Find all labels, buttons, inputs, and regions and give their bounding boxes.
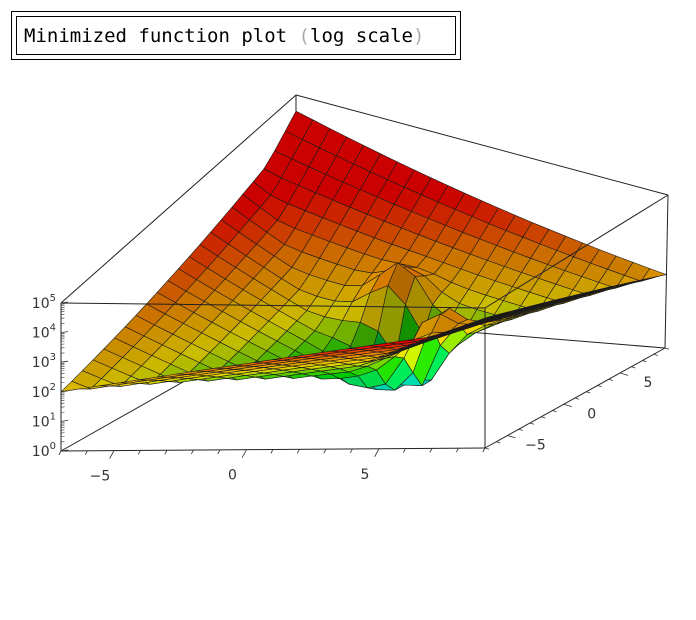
y-tick-label: −5 (525, 438, 546, 454)
title-close-paren: ) (412, 24, 425, 47)
x-tick-label: 0 (228, 468, 237, 484)
z-tick-label: 105 (32, 293, 56, 312)
title-box: Minimized function plot (log scale) (11, 11, 461, 60)
x-tick-label: −5 (90, 469, 111, 485)
title-qualifier: log scale (310, 24, 413, 47)
z-tick-label: 102 (32, 382, 56, 401)
y-tick-label: 5 (644, 375, 653, 391)
title-inner-frame: Minimized function plot (log scale) (16, 16, 456, 55)
title-main: Minimized function plot (24, 24, 299, 47)
z-tick-label: 103 (32, 352, 56, 371)
x-tick-label: 5 (361, 467, 370, 483)
surface-patch (60, 380, 92, 393)
axis-ticks (58, 301, 670, 459)
z-tick-label: 104 (32, 323, 56, 342)
z-tick-label: 101 (32, 411, 56, 430)
z-tick-label: 100 (32, 441, 56, 460)
plot-title: Minimized function plot (log scale) (24, 25, 424, 47)
y-tick-label: 0 (587, 406, 596, 422)
surface-mesh (60, 110, 667, 393)
axis-tick-labels: −5 0 5 −5 0 5 100 101 102 103 104 105 (32, 293, 653, 485)
title-open-paren: ( (298, 24, 310, 47)
